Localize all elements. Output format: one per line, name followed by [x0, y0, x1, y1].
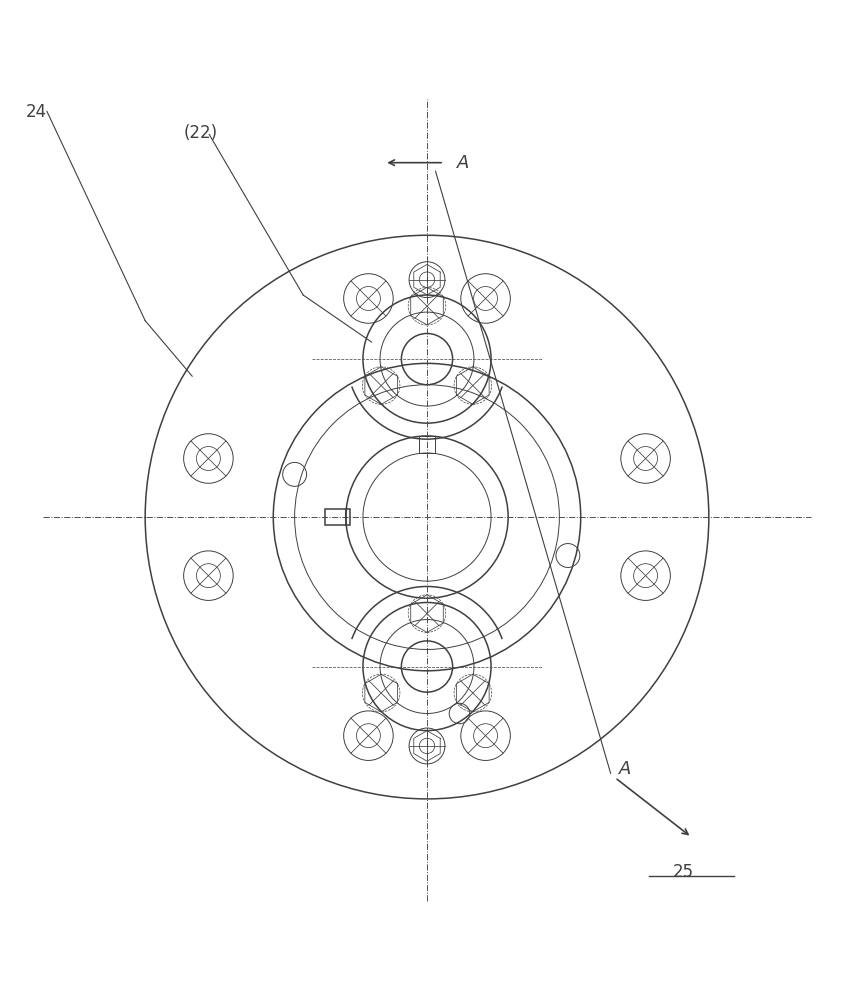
Text: A: A: [618, 760, 630, 778]
Bar: [419, 436, 434, 453]
Bar: [324, 509, 350, 525]
Text: A: A: [456, 154, 468, 172]
Text: 24: 24: [26, 103, 47, 121]
Text: 25: 25: [672, 863, 693, 881]
Text: (22): (22): [183, 124, 218, 142]
